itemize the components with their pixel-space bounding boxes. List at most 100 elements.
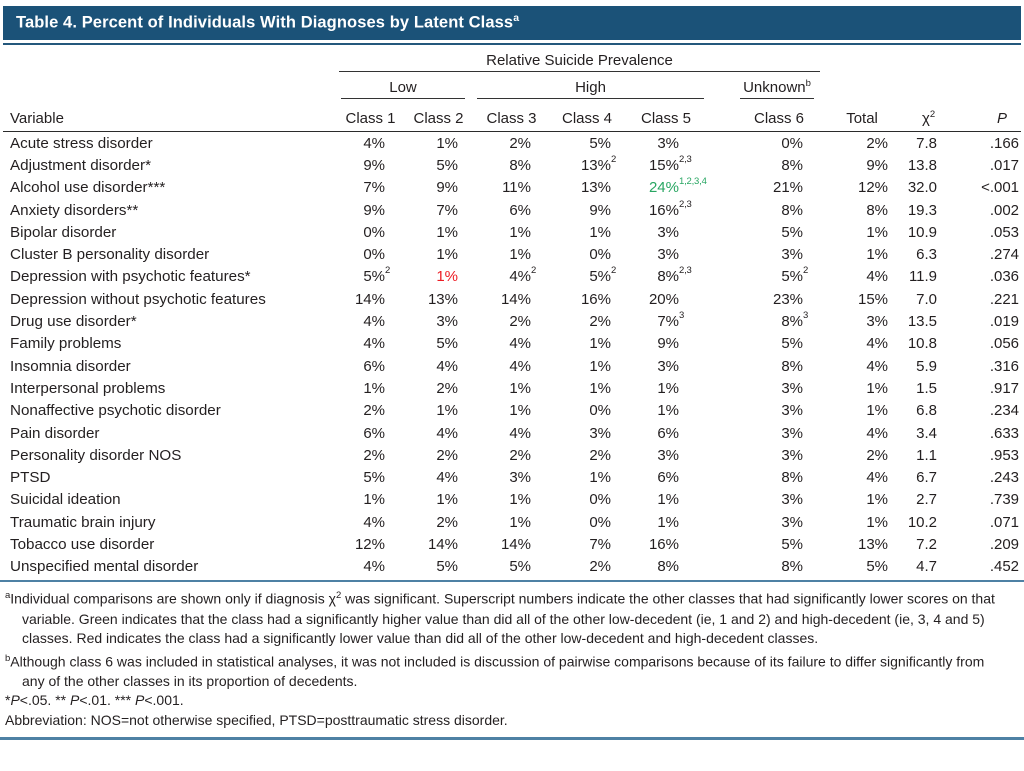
spanner-row-groups: Low High Unknownb [3,72,1021,99]
table-row: Pain disorder 6% 4% 4% 3% 6% 3% 4% 3.4 .633 [3,422,1021,444]
chi2-cell: 10.8 [907,335,938,353]
class4-cell: 2% [589,313,611,331]
chi2-cell: 4.7 [916,558,938,576]
class5-cell: 6% [657,469,679,487]
class5-cell: 1% [657,491,679,509]
class5-cell: 3% [657,357,679,375]
variable-cell: Suicidal ideation [10,491,121,509]
total-cell: 2% [866,134,889,152]
class3-cell: 3% [509,469,531,487]
table-title: Table 4. Percent of Individuals With Dia… [16,13,514,32]
class2-cell: 3% [436,313,458,331]
class4-cell: 0% [589,491,611,509]
class6-cell: 8% [781,357,804,375]
chi2-cell: 13.8 [907,156,938,174]
table-row: Tobacco use disorder 12% 14% 14% 7% 16% 5% 13% 7… [3,533,1021,555]
class5-cell: 1% [657,379,679,397]
class5-cell: 3% [657,223,679,241]
table-row: Interpersonal problems 1% 2% 1% 1% 1% 3% 1% 1.5.… [3,377,1021,399]
spanner-row-top: Relative Suicide Prevalence [3,49,1021,72]
chi2-cell: 6.3 [916,246,938,264]
class3-cell: 2% [509,134,531,152]
col-header-class4: Class 4 [548,99,626,132]
variable-cell: Adjustment disorder* [10,156,151,174]
class4-cell: 0% [589,402,611,420]
table-row: Depression with psychotic features* 5% 2 1%… [3,266,1021,288]
col-header-class1: Class 1 [339,99,402,132]
class1-cell: 4% [363,313,385,331]
class4-cell: 2% [589,446,611,464]
class5-cell: 8% 2,3 [657,265,692,286]
total-cell: 3% [866,313,889,331]
total-cell: 1% [866,402,889,420]
class2-cell: 7% [436,201,458,219]
table-row: Acute stress disorder 4% 1% 2% 5% 3% 0% 2% 7.8 .1… [3,132,1021,155]
footnote: Abbreviation: NOS=not otherwise specifie… [5,711,508,728]
chi2-cell: 7.8 [916,134,938,152]
class1-cell: 12% [354,535,385,553]
total-cell: 9% [866,156,889,174]
class2-cell: 13% [427,290,458,308]
class4-cell: 16% [580,290,611,308]
p-cell: .209 [989,535,1020,553]
class5-cell: 16% 2,3 [648,198,692,219]
class4-cell: 13% [580,179,611,197]
class5-cell: 16% [648,535,679,553]
table-row: Suicidal ideation 1% 1% 1% 0% 1% 3% 1% 2.7 .739 [3,489,1021,511]
variable-cell: PTSD [10,469,51,487]
col-header-class3: Class 3 [475,99,548,132]
class2-cell: 1% [436,402,458,420]
spanner-high: High [477,79,704,99]
class4-cell: 7% [589,535,611,553]
col-header-variable: Variable [3,99,339,132]
class3-cell: 6% [509,201,531,219]
total-cell: 4% [866,424,889,442]
p-cell: .274 [989,246,1020,264]
table-header: Relative Suicide Prevalence Low High Unk… [3,49,1022,132]
col-header-class2: Class 2 [402,99,475,132]
class4-cell: 5% 2 [589,265,617,286]
class4-cell: 2% [589,558,611,576]
chi2-cell: 1.1 [916,446,938,464]
table-row: Drug use disorder* 4% 3% 2% 2% 7% 3 8% 3 3% 13.5 .0… [3,310,1021,332]
chi2-cell: 5.9 [916,357,938,375]
total-cell: 1% [866,223,889,241]
class2-cell: 9% [436,179,458,197]
chi2-cell: 19.3 [907,201,938,219]
class2-cell: 1% [436,268,458,286]
class3-cell: 1% [509,491,531,509]
class2-cell: 4% [436,357,458,375]
class4-cell: 5% [589,134,611,152]
variable-cell: Bipolar disorder [10,223,117,241]
variable-cell: Unspecified mental disorder [10,558,199,576]
class6-cell: 5% 2 [781,265,809,286]
p-cell: .166 [989,134,1020,152]
class1-cell: 4% [363,134,385,152]
total-cell: 5% [866,558,889,576]
variable-cell: Interpersonal problems [10,379,166,397]
class5-cell: 7% 3 [657,310,685,331]
p-cell: .221 [989,290,1020,308]
class1-cell: 2% [363,402,385,420]
variable-cell: Personality disorder NOS [10,446,182,464]
class6-cell: 3% [781,402,804,420]
variable-cell: Cluster B personality disorder [10,246,210,264]
variable-cell: Acute stress disorder [10,134,153,152]
class2-cell: 14% [427,535,458,553]
class6-cell: 23% [773,290,804,308]
class5-cell: 3% [657,134,679,152]
p-cell: .053 [989,223,1020,241]
class1-cell: 0% [363,223,385,241]
top-rule [3,42,1021,45]
variable-cell: Traumatic brain injury [10,513,156,531]
footnote-marker: a [5,590,11,602]
class3-cell: 14% [500,535,531,553]
class2-cell: 2% [436,379,458,397]
chi2-cell: 11.9 [908,268,938,286]
total-cell: 12% [858,179,889,197]
p-cell: .917 [989,379,1020,397]
class6-cell: 8% [781,201,804,219]
total-cell: 1% [866,513,889,531]
table-row: Adjustment disorder* 9% 5% 8% 13% 2 15% 2,3 8% 9%… [3,154,1021,176]
total-cell: 4% [866,357,889,375]
